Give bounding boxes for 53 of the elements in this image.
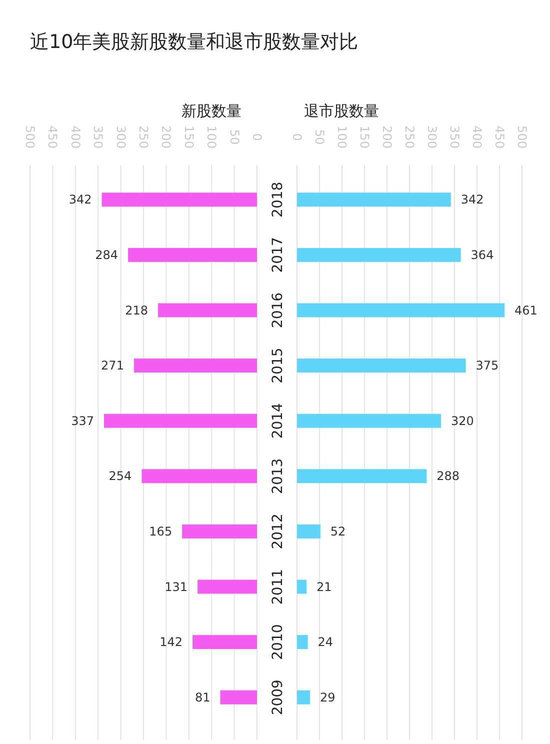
data-label: 271 bbox=[101, 358, 124, 373]
data-label: 342 bbox=[460, 192, 484, 207]
y-tick-label: 2017 bbox=[270, 237, 286, 273]
bar bbox=[297, 303, 504, 318]
data-label: 142 bbox=[160, 635, 183, 650]
bar bbox=[297, 524, 320, 538]
data-label: 284 bbox=[95, 248, 118, 262]
y-tick-label: 2010 bbox=[270, 624, 286, 660]
y-tick-label: 2014 bbox=[270, 402, 286, 439]
y-tick-label: 2018 bbox=[270, 182, 286, 218]
bar bbox=[297, 248, 461, 262]
y-tick-label: 2009 bbox=[270, 680, 286, 716]
bar bbox=[297, 414, 441, 428]
bar bbox=[297, 469, 427, 484]
data-label: 364 bbox=[470, 248, 494, 262]
y-tick-label: 2016 bbox=[270, 292, 286, 328]
bar bbox=[198, 580, 257, 594]
data-label: 24 bbox=[318, 635, 334, 650]
data-label: 342 bbox=[68, 192, 92, 207]
y-tick-label: 2015 bbox=[270, 348, 286, 384]
data-label: 81 bbox=[194, 690, 210, 704]
bar bbox=[297, 358, 466, 373]
y-tick-label: 2011 bbox=[270, 568, 286, 605]
data-label: 375 bbox=[476, 358, 499, 373]
x-axis-title: 退市股数量 bbox=[304, 102, 379, 120]
bar bbox=[297, 192, 451, 207]
data-label: 320 bbox=[451, 414, 474, 428]
y-tick-label: 2013 bbox=[270, 458, 286, 494]
bar bbox=[297, 635, 308, 650]
data-label: 165 bbox=[149, 524, 172, 538]
data-label: 21 bbox=[316, 580, 332, 594]
bar bbox=[182, 524, 257, 538]
bar bbox=[142, 469, 257, 484]
chart-title: 近10年美股新股数量和退市股数量对比 bbox=[30, 31, 358, 53]
data-label: 29 bbox=[320, 690, 336, 704]
bar bbox=[134, 358, 257, 373]
bar bbox=[128, 248, 257, 262]
data-label: 254 bbox=[108, 469, 132, 484]
data-label: 218 bbox=[125, 303, 148, 318]
data-label: 131 bbox=[164, 580, 188, 594]
y-tick-label: 2012 bbox=[270, 514, 286, 550]
bar bbox=[158, 303, 257, 318]
data-label: 461 bbox=[514, 303, 538, 318]
data-label: 288 bbox=[436, 469, 460, 484]
bar bbox=[192, 635, 257, 650]
data-label: 52 bbox=[330, 524, 346, 538]
bar bbox=[297, 690, 310, 704]
bar bbox=[220, 690, 257, 704]
bar bbox=[297, 580, 306, 594]
x-axis-title: 新股数量 bbox=[182, 102, 242, 120]
bar bbox=[102, 192, 257, 207]
data-label: 337 bbox=[71, 414, 94, 428]
bar bbox=[104, 414, 257, 428]
